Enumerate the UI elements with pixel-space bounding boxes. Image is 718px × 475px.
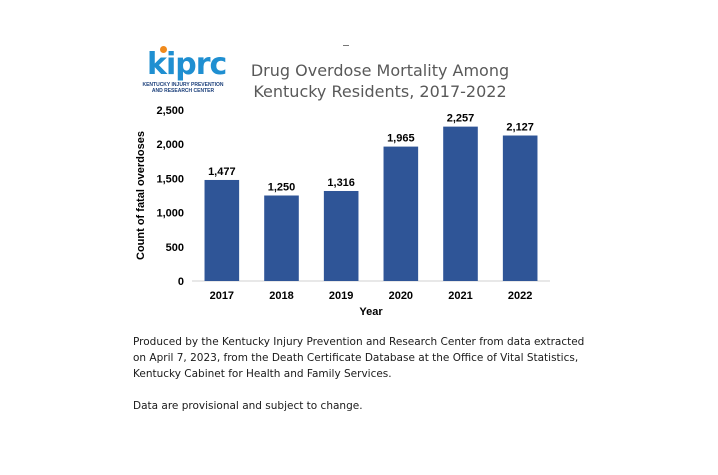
- decorative-dash: [343, 45, 349, 46]
- chart-title-line1: Drug Overdose Mortality Among: [250, 61, 510, 80]
- x-tick-label: 2021: [448, 290, 472, 302]
- bar: [443, 126, 478, 281]
- x-axis-title: Year: [359, 306, 383, 318]
- logo-dot-icon: [160, 46, 167, 53]
- x-tick-label: 2018: [269, 290, 293, 302]
- logo-subtitle-line2: AND RESEARCH CENTER: [151, 88, 215, 94]
- source-note: Produced by the Kentucky Injury Preventi…: [133, 336, 585, 380]
- data-label: 2,127: [506, 122, 534, 134]
- y-tick-label: 0: [178, 276, 184, 288]
- bar: [204, 179, 240, 281]
- y-tick-label: 2,500: [156, 105, 184, 117]
- chart-title: Drug Overdose Mortality Among Kentucky R…: [230, 60, 530, 102]
- x-tick-label: 2022: [508, 290, 532, 302]
- data-label: 1,965: [387, 133, 415, 145]
- y-tick-label: 1,000: [156, 208, 184, 220]
- y-tick-label: 2,000: [156, 139, 184, 151]
- bar: [323, 190, 359, 281]
- bar: [264, 195, 299, 281]
- data-label: 2,257: [447, 113, 475, 125]
- bar: [502, 135, 538, 281]
- x-tick-label: 2019: [329, 290, 353, 302]
- data-label: 1,477: [208, 166, 236, 178]
- x-tick-label: 2017: [210, 290, 234, 302]
- logo-mark: kiprc: [147, 47, 227, 82]
- y-tick-label: 500: [166, 242, 184, 254]
- bar-chart: 0 500 1,000 1,500 2,000 2,500 1,477 2017 1,250 20…: [135, 105, 550, 318]
- bar: [383, 146, 419, 281]
- x-tick-label: 2020: [389, 290, 413, 302]
- data-label: 1,250: [268, 182, 296, 194]
- chart-title-line2: Kentucky Residents, 2017-2022: [253, 82, 507, 101]
- provisional-note: Data are provisional and subject to chan…: [133, 400, 363, 412]
- y-axis-title: Count of fatal overdoses: [135, 131, 147, 260]
- y-tick-label: 1,500: [156, 173, 184, 185]
- caption: Produced by the Kentucky Injury Preventi…: [133, 334, 593, 430]
- logo-subtitle-line1: KENTUCKY INJURY PREVENTION: [142, 82, 224, 88]
- logo-subtitle: KENTUCKY INJURY PREVENTION AND RESEARCH …: [133, 82, 233, 94]
- kiprc-logo: kiprc KENTUCKY INJURY PREVENTION AND RES…: [133, 46, 233, 98]
- data-label: 1,316: [327, 177, 355, 189]
